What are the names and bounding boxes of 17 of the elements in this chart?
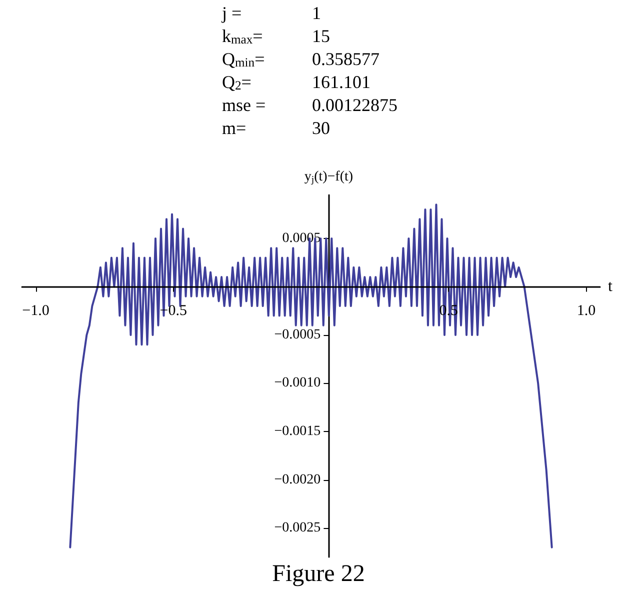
- text: mse = 0.00122875: [222, 95, 398, 115]
- text: j = 1: [222, 3, 321, 23]
- text: kmax= 15: [222, 26, 330, 47]
- y-tick-label: −0.0020: [274, 472, 321, 488]
- line-series: [69, 204, 553, 548]
- x-tick-label: −1.0: [22, 303, 50, 320]
- y-tick-label: −0.0010: [274, 376, 321, 391]
- y-tick-label: 0.0005: [282, 230, 321, 246]
- y-tick-label: −0.0025: [274, 520, 321, 536]
- y-tick-label: −0.0015: [274, 424, 321, 440]
- caption: Figure 22: [272, 561, 365, 587]
- x-tick-label: 1.0: [576, 303, 596, 320]
- text: m= 30: [222, 118, 330, 138]
- text: Q2= 161.101: [222, 72, 370, 93]
- x-axis-title: t: [608, 278, 613, 296]
- y-tick-label: −0.0005: [274, 327, 321, 342]
- text: Qmin= 0.358577: [222, 49, 380, 70]
